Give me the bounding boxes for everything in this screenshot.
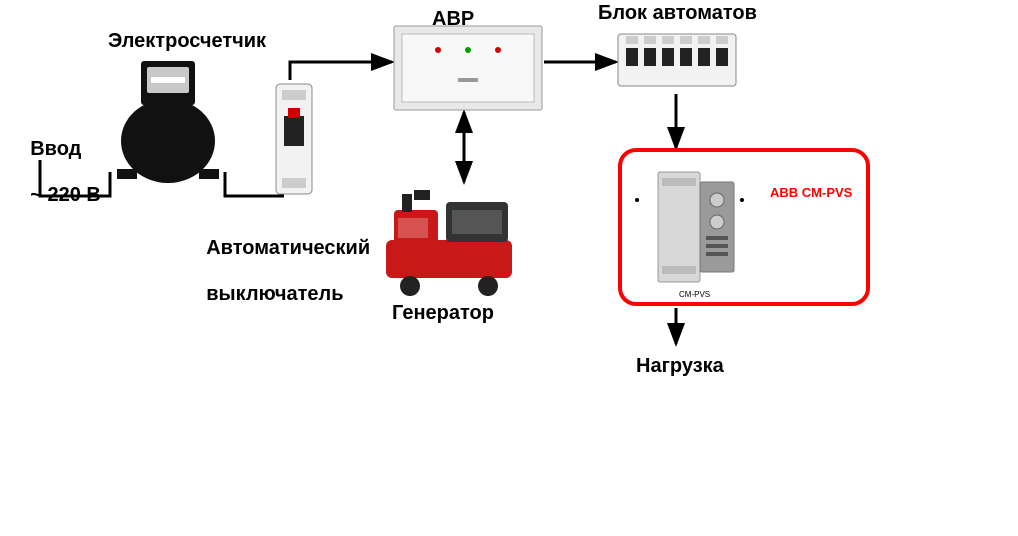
breaker-label: Автоматический выключатель (184, 214, 370, 329)
breaker-node (272, 80, 316, 198)
avr-icon (392, 24, 544, 112)
breaker-label-line2: выключатель (206, 283, 343, 305)
meter-icon (117, 55, 219, 185)
breaker-block-node (616, 28, 738, 92)
avr-node (392, 24, 544, 112)
input-label-line1: Ввод (30, 138, 81, 160)
relay-sub-label: CM-PVS (679, 290, 710, 299)
breaker-block-icon (616, 28, 738, 92)
generator-icon (380, 182, 518, 298)
generator-node (380, 182, 518, 298)
meter-node (117, 55, 219, 185)
breaker-block-label: Блок автоматов (598, 2, 757, 25)
breaker-label-line1: Автоматический (206, 237, 370, 259)
relay-icon (650, 166, 742, 288)
generator-label: Генератор (392, 302, 494, 325)
meter-label: Электросчетчик (108, 30, 266, 53)
relay-node (650, 166, 742, 288)
load-label: Нагрузка (636, 355, 724, 378)
wire-breaker-to-avr (290, 62, 392, 80)
diagram-canvas: Ввод ~ 220 В Электросчетчик Автоматическ… (0, 0, 1018, 536)
input-label: Ввод ~ 220 В (8, 115, 101, 230)
breaker-icon (272, 80, 316, 198)
input-label-line2: ~ 220 В (30, 184, 101, 206)
relay-label: ABB CM-PVS (770, 185, 852, 200)
